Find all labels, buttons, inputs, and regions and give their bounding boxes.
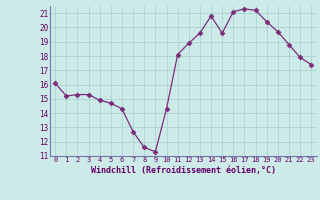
X-axis label: Windchill (Refroidissement éolien,°C): Windchill (Refroidissement éolien,°C) xyxy=(91,166,276,175)
